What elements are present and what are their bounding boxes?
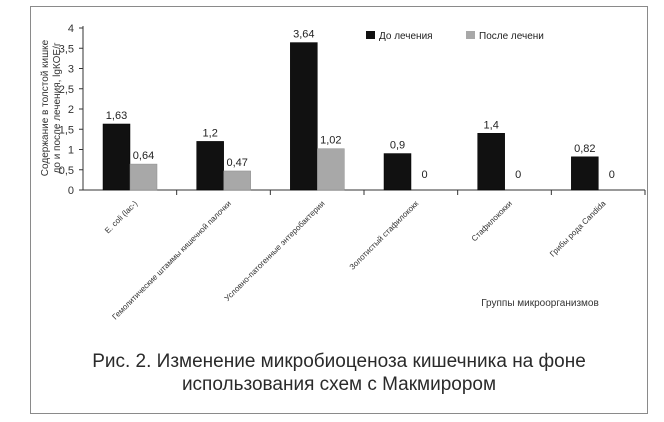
data-label: 0,64 xyxy=(133,150,154,162)
bar-after xyxy=(129,163,158,191)
data-label: 1,63 xyxy=(106,110,127,122)
caption-line-2: использования схем с Макмирором xyxy=(181,374,497,395)
data-label: 3,64 xyxy=(293,29,314,41)
category-label: Гемолитические штаммы кишечной палочки xyxy=(110,199,232,321)
y-tick-label: 2,5 xyxy=(59,84,74,96)
bar-before xyxy=(102,123,131,191)
bar-before xyxy=(383,153,412,191)
legend-label: До лечения xyxy=(379,31,433,42)
category-label: Условно-патогенные энтеробактерии xyxy=(223,199,327,303)
y-axis-label-line-1: Содержание в толстой кишке xyxy=(40,39,51,176)
caption-line-1: Рис. 2. Изменение микробиоценоза кишечни… xyxy=(92,351,586,372)
y-tick-label: 1 xyxy=(68,145,74,157)
y-tick-label: 0,5 xyxy=(59,165,74,177)
x-axis-label: Группы микроорганизмов xyxy=(481,298,599,309)
y-tick-label: 4 xyxy=(68,23,74,35)
data-label: 1,2 xyxy=(203,127,218,139)
y-tick-label: 0 xyxy=(68,185,74,197)
data-label: 0,47 xyxy=(226,157,247,169)
data-label: 0 xyxy=(515,169,521,181)
bar-before xyxy=(477,133,505,191)
y-axis-label-line-2: до и после лечения, lgКОЕ/г xyxy=(52,42,63,173)
bar-after xyxy=(317,148,345,191)
y-tick-label: 3,5 xyxy=(59,43,74,55)
data-label: 0 xyxy=(609,169,615,181)
data-label: 0,82 xyxy=(574,143,595,155)
data-label: 1,4 xyxy=(484,119,499,131)
figure-caption: Рис. 2. Изменение микробиоценоза кишечни… xyxy=(30,350,648,396)
bar-after xyxy=(223,170,251,191)
legend-swatch xyxy=(466,31,475,39)
legend-swatch xyxy=(366,31,375,39)
category-label: Грибы рода Candida xyxy=(548,199,608,259)
category-label: Стафилококки xyxy=(470,199,514,243)
y-tick-label: 3 xyxy=(68,64,74,76)
y-tick-label: 1,5 xyxy=(59,124,74,136)
data-label: 1,02 xyxy=(320,135,341,147)
data-label: 0,9 xyxy=(390,140,405,152)
data-label: 0 xyxy=(421,169,427,181)
legend-label: После лечени xyxy=(479,31,544,42)
bar-before xyxy=(196,141,224,191)
category-label: Золотистый стафилококк xyxy=(348,199,421,272)
bar-before xyxy=(290,42,318,191)
figure-frame xyxy=(30,6,648,414)
y-tick-label: 2 xyxy=(68,104,74,116)
category-label: E. coli (lac-) xyxy=(103,199,139,235)
bar-before xyxy=(571,156,599,191)
